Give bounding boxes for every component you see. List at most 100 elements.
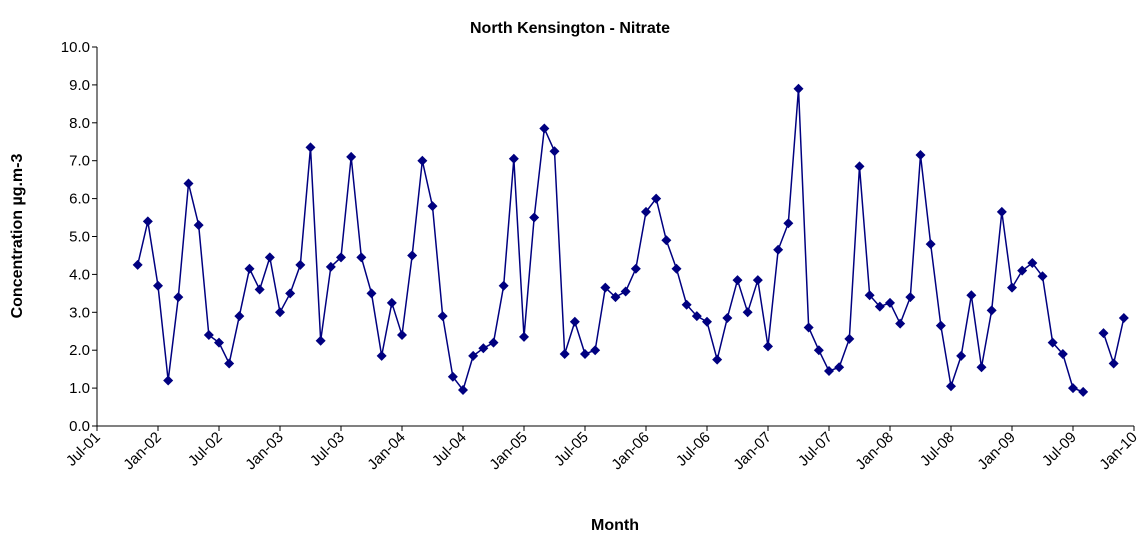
marker (559, 348, 570, 359)
marker (539, 123, 550, 134)
series-line (136, 88, 1125, 393)
marker (1047, 337, 1058, 348)
marker (834, 362, 845, 373)
marker (203, 330, 214, 341)
marker (193, 220, 204, 231)
marker (1017, 265, 1028, 276)
y-tick-label: 0.0 (69, 418, 90, 435)
marker (1078, 386, 1089, 397)
marker (478, 343, 489, 354)
y-tick-label: 6.0 (69, 191, 90, 208)
x-tick-label: Jul-04 (429, 429, 470, 470)
marker (173, 292, 184, 303)
x-tick-label: Jan-05 (486, 429, 530, 473)
marker (885, 297, 895, 308)
marker (254, 284, 265, 295)
marker (498, 280, 509, 291)
marker (397, 330, 407, 341)
marker (1068, 383, 1078, 394)
x-tick-label: Jan-09 (974, 429, 1018, 473)
x-tick-label: Jan-08 (852, 429, 896, 473)
marker (813, 345, 824, 356)
marker (956, 350, 967, 361)
marker (142, 216, 153, 227)
marker (458, 384, 468, 395)
marker (163, 375, 174, 386)
marker (864, 290, 875, 301)
marker (1007, 282, 1017, 293)
marker (986, 305, 997, 316)
marker (1098, 328, 1109, 339)
marker (641, 206, 651, 217)
marker (854, 161, 865, 172)
marker (407, 250, 418, 261)
marker (630, 263, 641, 274)
marker (691, 311, 702, 322)
x-tick-label: Jan-10 (1096, 429, 1140, 473)
marker (976, 362, 987, 373)
marker (722, 312, 733, 323)
marker (366, 288, 377, 299)
marker (793, 83, 804, 94)
marker (661, 235, 672, 246)
marker (244, 263, 255, 274)
marker (295, 259, 306, 270)
x-tick-label: Jan-03 (242, 429, 286, 473)
y-tick-label: 2.0 (69, 342, 90, 359)
x-tick-label: Jul-08 (917, 429, 958, 470)
y-axis-label: Concentration µg.m-3 (9, 154, 26, 319)
marker (671, 263, 682, 274)
marker (549, 146, 560, 157)
y-tick-label: 8.0 (69, 115, 90, 132)
marker (752, 275, 763, 286)
marker (153, 280, 163, 291)
marker (488, 337, 499, 348)
x-tick-label: Jan-04 (364, 429, 408, 473)
marker (224, 358, 235, 369)
marker (468, 350, 479, 361)
y-tick-label: 1.0 (69, 380, 90, 397)
marker (783, 218, 794, 229)
marker (356, 252, 367, 263)
marker (447, 371, 458, 382)
x-tick-label: Jul-05 (551, 429, 592, 470)
marker (773, 244, 784, 255)
x-tick-label: Jan-06 (608, 429, 652, 473)
marker (234, 311, 245, 322)
marker (610, 292, 621, 303)
marker (315, 335, 326, 346)
marker (305, 142, 316, 153)
x-tick-label: Jul-03 (307, 429, 348, 470)
x-tick-label: Jan-07 (730, 429, 774, 473)
marker (336, 252, 346, 263)
marker (1037, 271, 1048, 282)
x-tick-label: Jul-09 (1039, 429, 1080, 470)
marker (569, 316, 580, 327)
marker (275, 307, 285, 318)
marker (803, 322, 814, 333)
marker (427, 201, 438, 212)
marker (702, 316, 712, 327)
marker (600, 282, 611, 293)
marker (915, 150, 926, 161)
marker (1108, 358, 1119, 369)
chart-title: North Kensington - Nitrate (470, 20, 670, 37)
marker (895, 318, 906, 329)
marker (214, 337, 224, 348)
marker (712, 354, 723, 365)
marker (437, 311, 448, 322)
y-tick-label: 4.0 (69, 266, 90, 283)
marker (417, 155, 428, 166)
y-tick-label: 5.0 (69, 229, 90, 246)
marker (325, 261, 336, 272)
marker (874, 301, 885, 312)
marker (386, 297, 397, 308)
marker (1057, 348, 1068, 359)
marker (183, 178, 194, 189)
marker (376, 350, 387, 361)
x-tick-label: Jan-02 (120, 429, 164, 473)
marker (264, 252, 275, 263)
marker (620, 286, 631, 297)
marker (132, 259, 143, 270)
